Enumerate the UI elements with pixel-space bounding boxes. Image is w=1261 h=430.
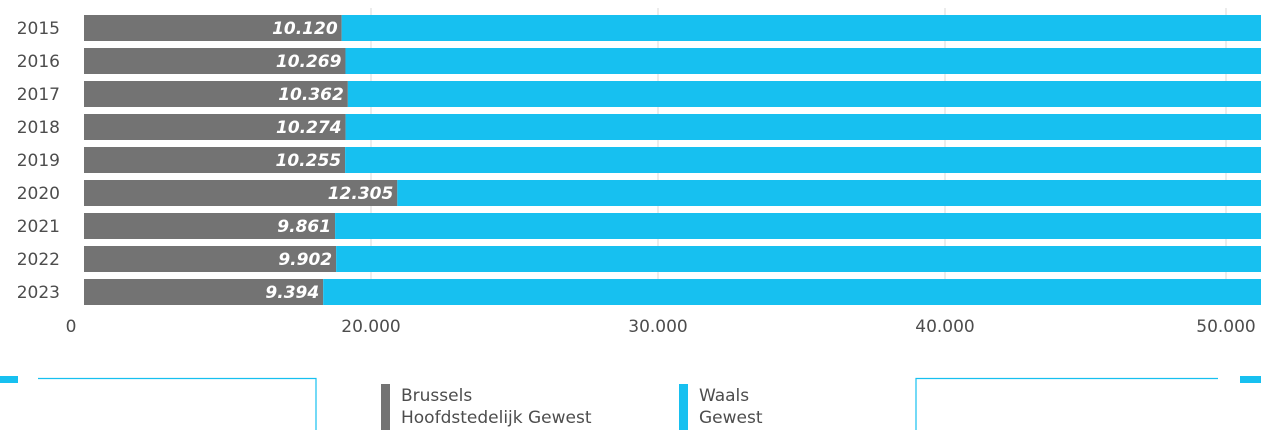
legend-label: Waals bbox=[699, 386, 749, 406]
legend-decor-left-line bbox=[38, 377, 317, 430]
x-tick-label: 30.000 bbox=[628, 317, 687, 337]
data-label: 9.861 bbox=[277, 217, 331, 237]
category-label: 2019 bbox=[17, 151, 60, 171]
data-label: 10.274 bbox=[276, 118, 342, 138]
bar-brussels bbox=[84, 246, 337, 272]
bar-waals bbox=[347, 81, 1261, 107]
data-label: 9.394 bbox=[265, 283, 319, 303]
legend-decor-right-block bbox=[1240, 376, 1261, 383]
bar-brussels bbox=[84, 15, 342, 41]
bar-brussels bbox=[84, 180, 398, 206]
category-labels: 2015 2016 2017 2018 2019 2020 2021 2022 2023 bbox=[17, 19, 60, 303]
x-axis-ticks: 0 20.000 30.000 40.000 50.000 bbox=[66, 317, 1256, 337]
data-label: 10.362 bbox=[278, 85, 344, 105]
bar-brussels bbox=[84, 81, 348, 107]
x-tick-label: 40.000 bbox=[915, 317, 974, 337]
data-label: 9.902 bbox=[278, 250, 332, 270]
legend-label: Gewest bbox=[699, 408, 763, 428]
bar-waals bbox=[341, 15, 1261, 41]
legend-label: Hoofdstedelijk Gewest bbox=[401, 408, 592, 428]
bar-waals bbox=[335, 213, 1261, 239]
bars: 10.12040.57610.26939.84710.36240.09210.2… bbox=[84, 15, 1261, 305]
data-label: 12.305 bbox=[328, 184, 394, 204]
category-label: 2016 bbox=[17, 52, 60, 72]
bar-waals bbox=[323, 279, 1261, 305]
category-label: 2022 bbox=[17, 250, 60, 270]
bar-brussels bbox=[84, 213, 336, 239]
bar-brussels bbox=[84, 114, 346, 140]
legend-decor-right-line bbox=[915, 377, 1218, 430]
data-label: 10.255 bbox=[276, 151, 342, 171]
legend-label: Brussels bbox=[401, 386, 472, 406]
data-label: 10.120 bbox=[272, 19, 338, 39]
legend-swatch bbox=[381, 384, 390, 430]
data-label: 10.269 bbox=[276, 52, 342, 72]
bar-waals bbox=[345, 114, 1261, 140]
x-tick-label: 0 bbox=[66, 317, 77, 337]
bar-waals bbox=[336, 246, 1261, 272]
category-label: 2017 bbox=[17, 85, 60, 105]
bar-brussels bbox=[84, 48, 346, 74]
category-label: 2021 bbox=[17, 217, 60, 237]
legend-swatch bbox=[679, 384, 688, 430]
x-tick-label: 50.000 bbox=[1196, 317, 1255, 337]
bar-waals bbox=[345, 147, 1261, 173]
category-label: 2020 bbox=[17, 184, 60, 204]
x-tick-label: 20.000 bbox=[341, 317, 400, 337]
category-label: 2023 bbox=[17, 283, 60, 303]
bar-brussels bbox=[84, 279, 324, 305]
category-label: 2015 bbox=[17, 19, 60, 39]
legend-decor-left-block bbox=[0, 376, 18, 383]
bar-waals bbox=[397, 180, 1261, 206]
bar-brussels bbox=[84, 147, 346, 173]
category-label: 2018 bbox=[17, 118, 60, 138]
bar-waals bbox=[345, 48, 1261, 74]
